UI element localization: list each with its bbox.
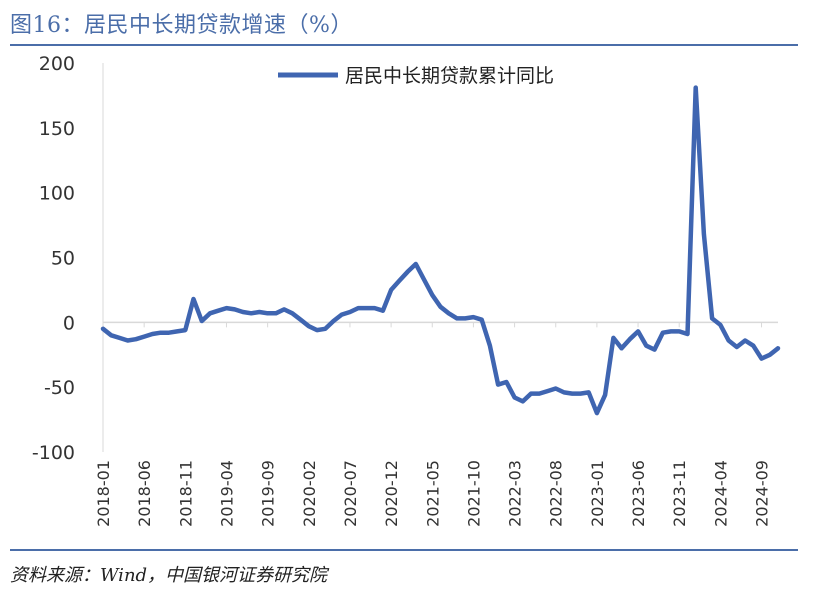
x-tick-label: 2018-11 — [176, 460, 195, 527]
y-tick-label: 0 — [63, 312, 75, 334]
y-tick-label: 200 — [39, 53, 75, 75]
x-tick-label: 2021-05 — [423, 460, 442, 527]
y-tick-label: 100 — [39, 183, 75, 205]
x-tick-label: 2020-12 — [382, 460, 401, 527]
y-tick-label: -100 — [32, 442, 75, 464]
series-line — [100, 85, 781, 416]
x-tick-label: 2023-11 — [670, 460, 689, 527]
x-tick-label: 2018-06 — [135, 460, 154, 527]
title-rule — [10, 44, 798, 46]
x-tick-label: 2024-04 — [711, 460, 730, 527]
source-note: 资料来源：Wind，中国银河证券研究院 — [10, 565, 328, 586]
x-tick-label: 2023-06 — [629, 460, 648, 527]
y-tick-label: -50 — [44, 377, 75, 399]
x-tick-label: 2018-01 — [94, 460, 113, 527]
y-tick-label: 50 — [51, 248, 75, 270]
x-tick-label: 2022-03 — [506, 460, 525, 527]
x-tick-label: 2021-10 — [464, 460, 483, 527]
x-tick-label: 2020-02 — [300, 460, 319, 527]
x-tick-label: 2024-09 — [753, 460, 772, 527]
footer-rule — [10, 549, 798, 551]
x-tick-label: 2019-09 — [259, 460, 278, 527]
x-tick-label: 2023-01 — [588, 460, 607, 527]
x-tick-label: 2022-08 — [547, 460, 566, 527]
x-tick-label: 2020-07 — [341, 460, 360, 527]
chart-title: 图16：居民中长期贷款增速（%） — [10, 13, 353, 38]
legend-label: 居民中长期贷款累计同比 — [345, 65, 554, 87]
y-tick-label: 150 — [39, 118, 75, 140]
x-tick-label: 2019-04 — [217, 460, 236, 527]
